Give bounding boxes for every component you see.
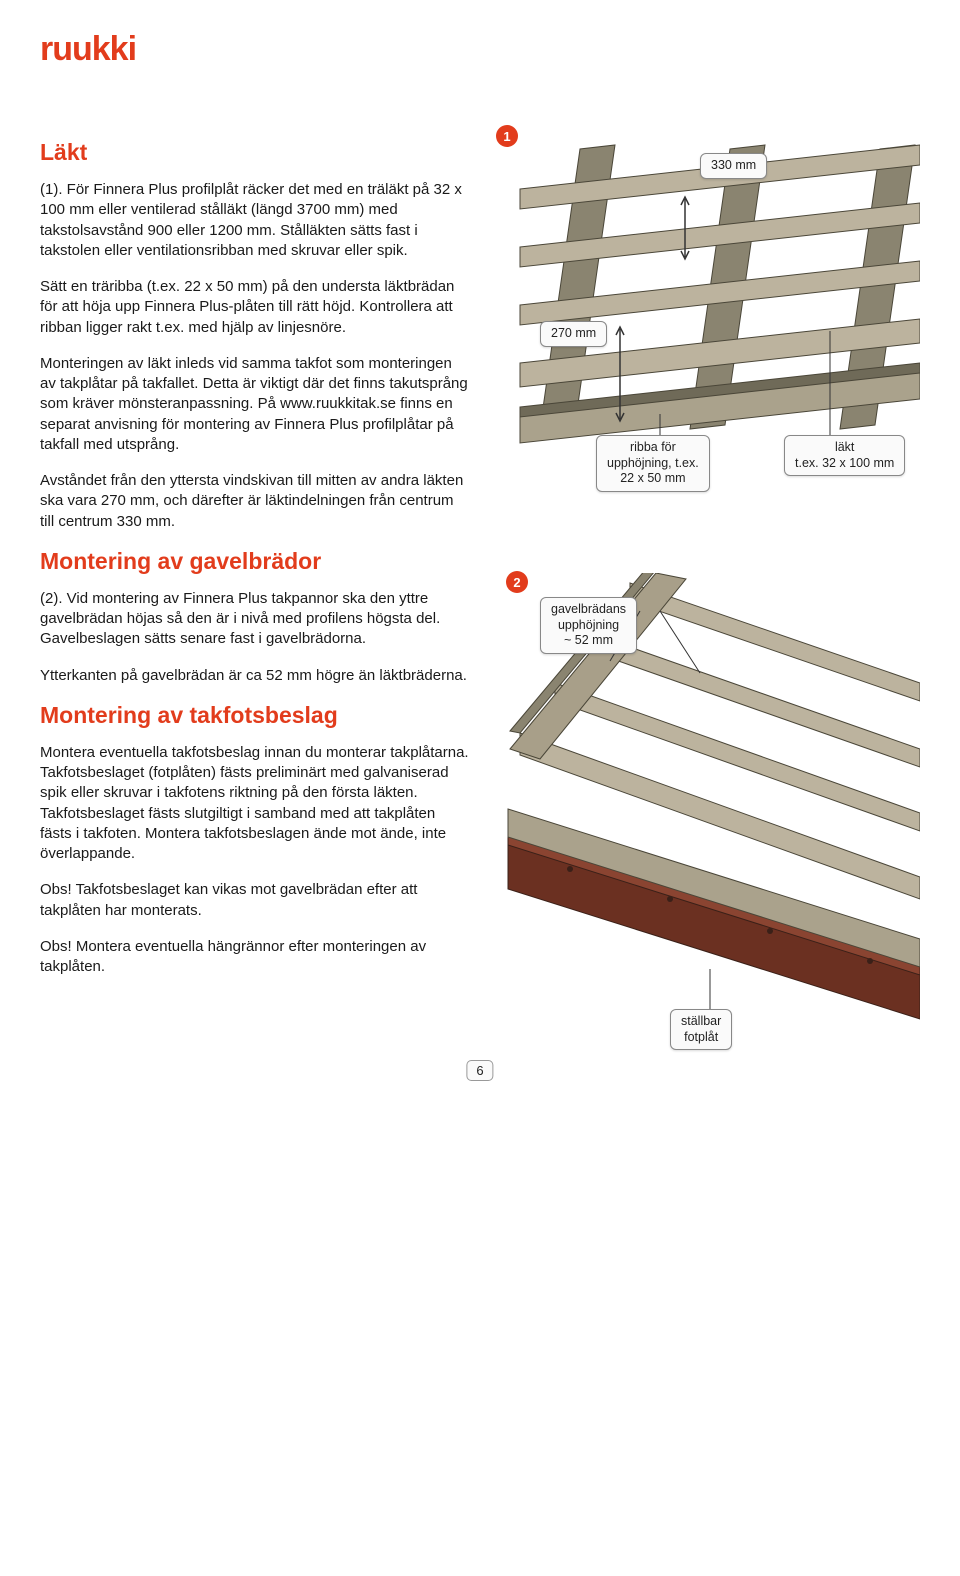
section2-p1: (2). Vid montering av Finnera Plus takpa… [40,589,470,650]
section1-p3: Monteringen av läkt inleds vid samma tak… [40,354,470,455]
figure-1-badge: 1 [496,125,518,147]
fig1-label-lakt: läkt t.ex. 32 x 100 mm [784,435,905,476]
fig2-label-fotplat: ställbar fotplåt [670,1009,732,1050]
fig1-lakt-line1: läkt [835,440,854,454]
section1-p2: Sätt en träribba (t.ex. 22 x 50 mm) på d… [40,277,470,338]
section1-p1: (1). För Finnera Plus profilplåt räcker … [40,180,470,261]
text-column: Läkt (1). För Finnera Plus profilplåt rä… [40,129,470,1053]
fig2-gavel-line3: ~ 52 mm [564,633,613,647]
figure-column: 1 [500,129,920,1053]
figure-1: 1 [500,129,920,459]
fig2-fotplat-line1: ställbar [681,1014,721,1028]
fig2-gavel-line1: gavelbrädans [551,602,626,616]
section3-p1: Montera eventuella takfotsbeslag innan d… [40,743,470,865]
section1-p4: Avståndet från den yttersta vindskivan t… [40,471,470,532]
fig1-ribba-line3: 22 x 50 mm [620,471,685,485]
fig1-label-270mm: 270 mm [540,321,607,347]
section3-p3: Obs! Montera eventuella hängrännor efter… [40,937,470,978]
section3-p2: Obs! Takfotsbeslaget kan vikas mot gavel… [40,880,470,921]
fig2-gavel-line2: upphöjning [558,618,619,632]
fig1-lakt-line2: t.ex. 32 x 100 mm [795,456,894,470]
heading-gavelbrador: Montering av gavelbrädor [40,548,470,575]
fig2-fotplat-line2: fotplåt [684,1030,718,1044]
fig1-label-330mm: 330 mm [700,153,767,179]
fig1-ribba-line2: upphöjning, t.ex. [607,456,699,470]
heading-lakt: Läkt [40,139,470,166]
fig1-ribba-line1: ribba för [630,440,676,454]
page-number: 6 [466,1060,493,1081]
fig2-label-gavel: gavelbrädans upphöjning ~ 52 mm [540,597,637,654]
heading-takfotsbeslag: Montering av takfotsbeslag [40,702,470,729]
brand-logo: ruukki [40,30,920,69]
section2-p2: Ytterkanten på gavelbrädan är ca 52 mm h… [40,666,470,686]
figure-2: 2 [500,573,920,1053]
figure-2-badge: 2 [506,571,528,593]
fig1-label-ribba: ribba för upphöjning, t.ex. 22 x 50 mm [596,435,710,492]
two-column-layout: Läkt (1). För Finnera Plus profilplåt rä… [40,129,920,1053]
